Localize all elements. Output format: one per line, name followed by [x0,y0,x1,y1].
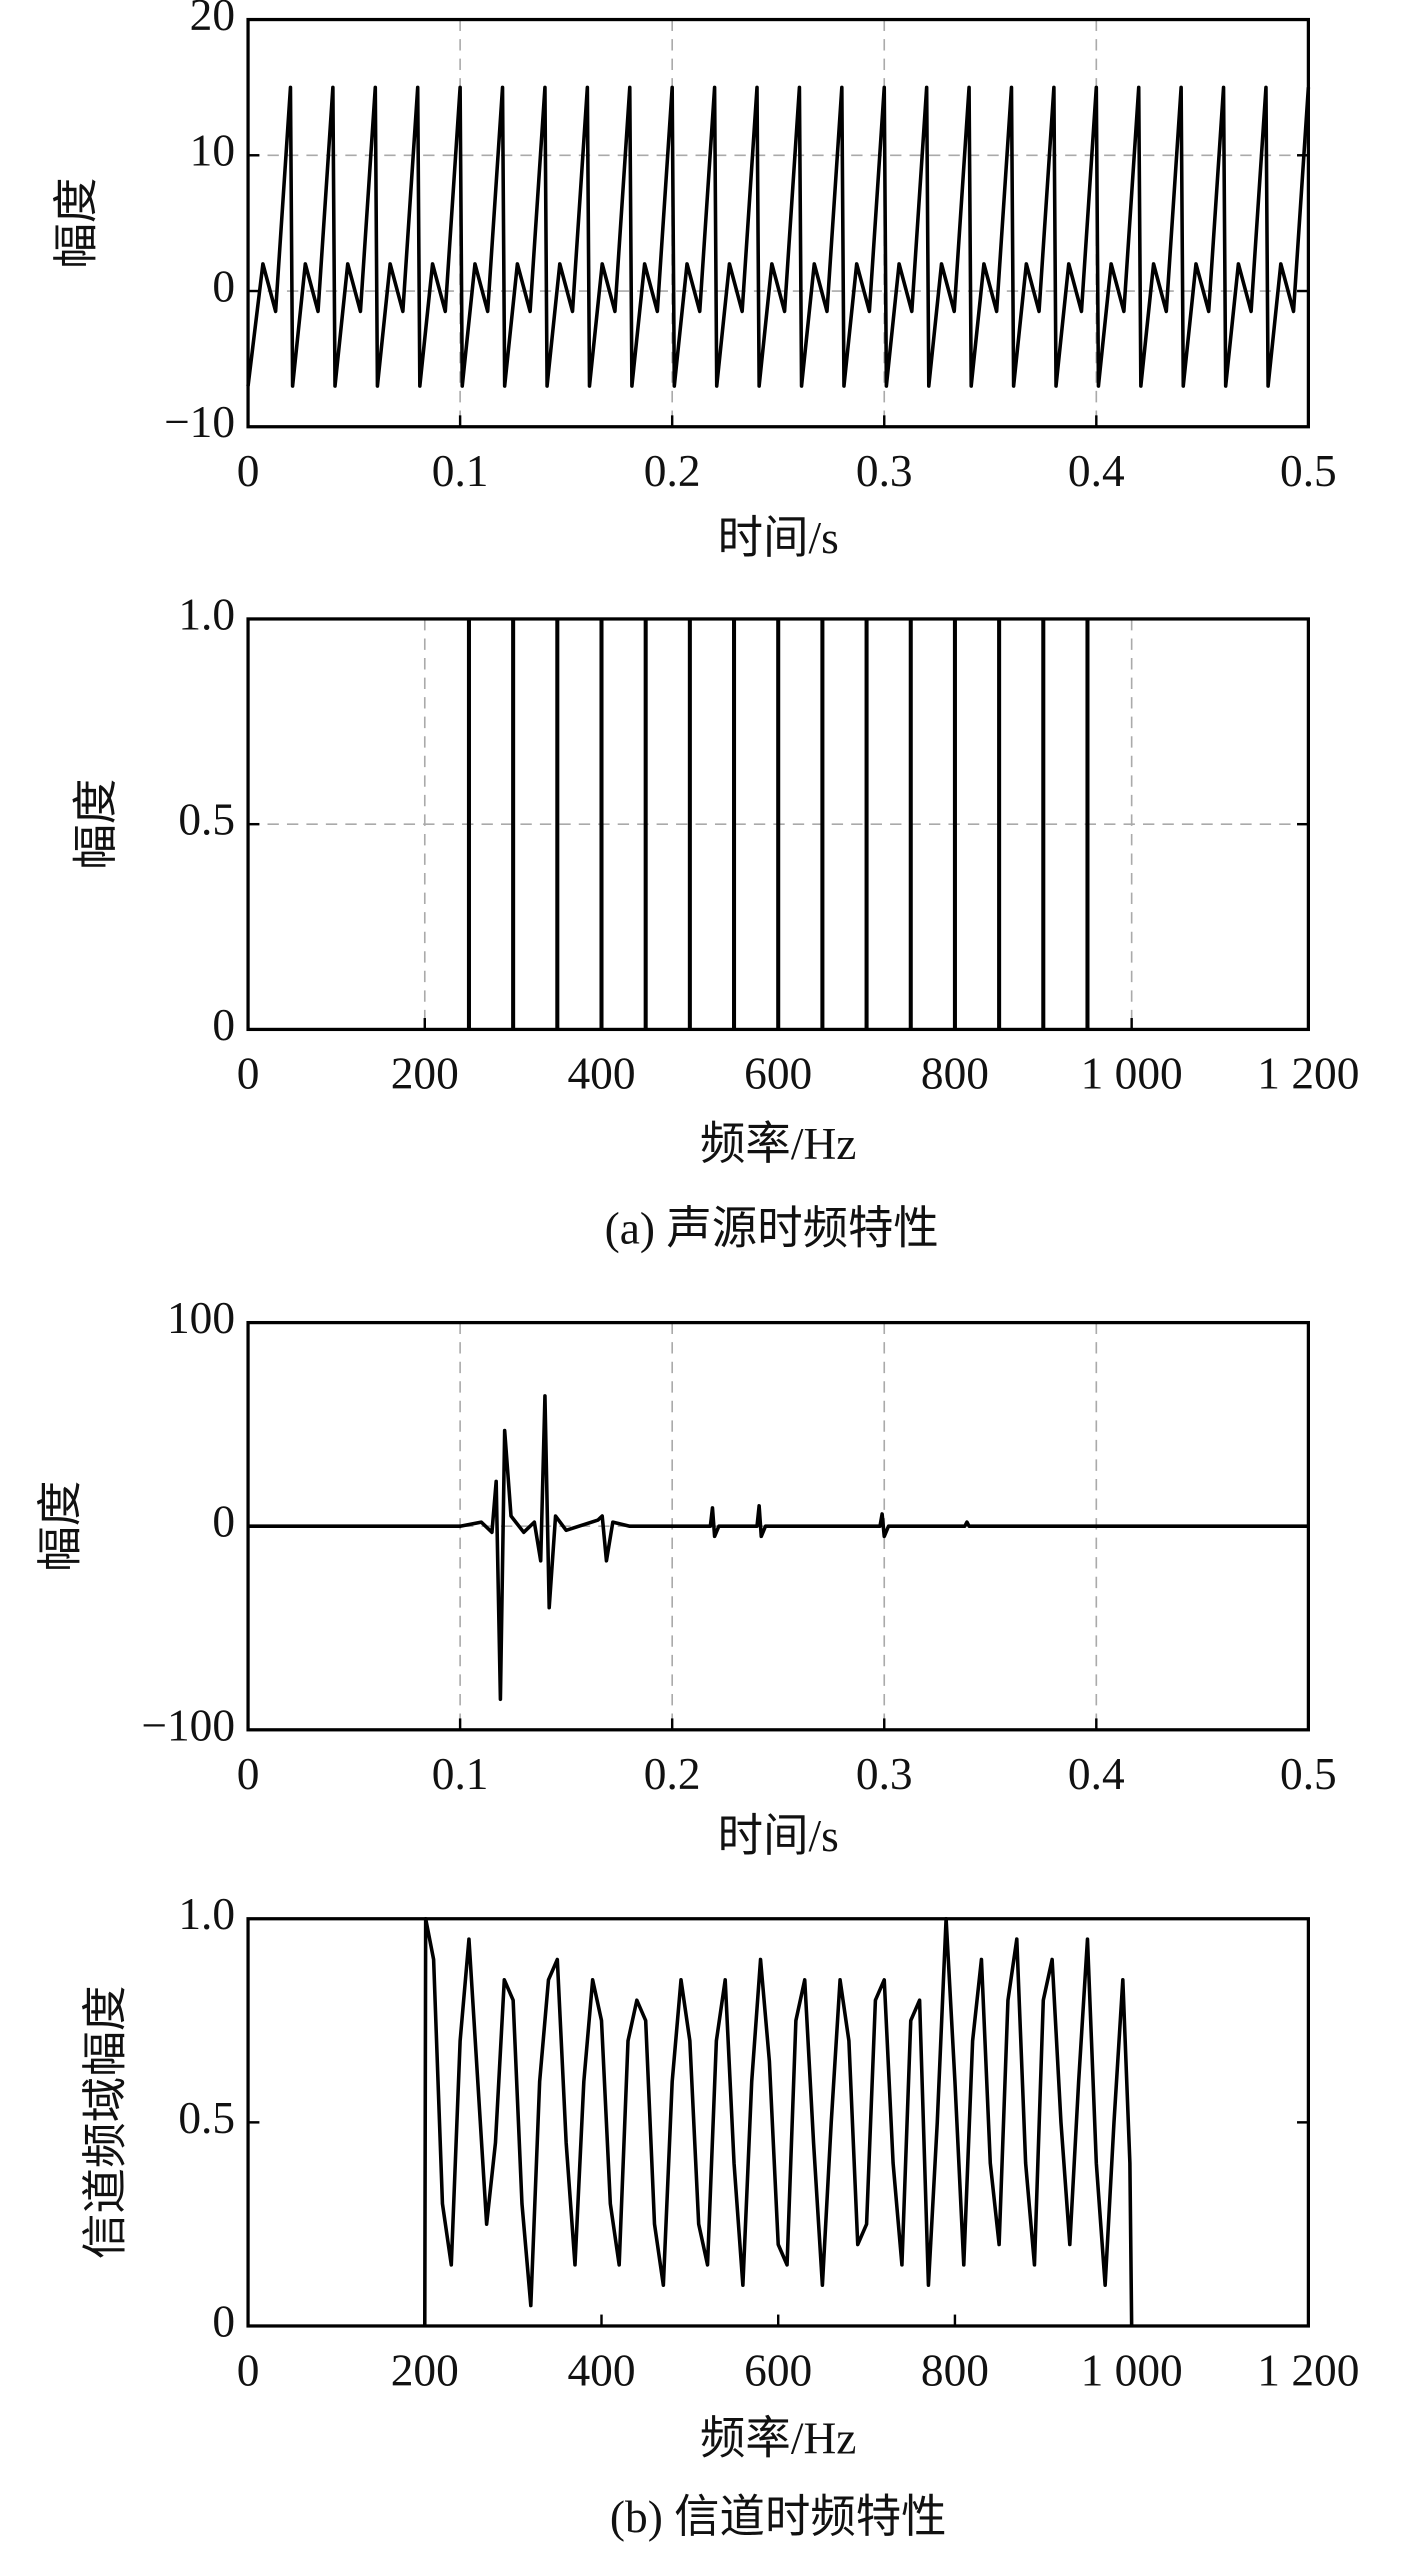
x-axis-label: 频率/Hz [700,1118,856,1169]
y-tick-label: 20 [190,0,235,40]
data-line [422,1916,1134,2326]
x-tick-label: 200 [391,1048,459,1099]
x-tick-label: 1 000 [1081,2344,1183,2395]
x-tick-label: 0.1 [432,445,489,496]
x-axis-label: 时间/s [718,1810,839,1861]
x-tick-label: 0.5 [1280,1748,1337,1799]
data-line [246,85,1311,388]
x-tick-label: 0.3 [856,1748,913,1799]
y-axis-label: 信道频域幅度 [80,1986,131,2260]
y-tick-label: 0.5 [178,2092,235,2143]
y-axis-label: 幅度 [51,178,102,269]
x-tick-label: 1 200 [1257,2344,1359,2395]
x-tick-label: 0.3 [856,445,913,496]
x-tick-label: 600 [744,2344,812,2395]
plot-frame [246,617,1310,1032]
x-tick-label: 0.2 [644,445,701,496]
y-tick-label: −100 [141,1699,235,1750]
x-tick-label: 800 [921,1048,989,1099]
x-axis-label: 频率/Hz [700,2413,856,2464]
x-axis-label: 时间/s [718,512,839,563]
chart: 0 200 400 600 800 1 000 1 200 0 0.5 1.0 频率/Hz 信道频域幅… [80,1888,1360,2464]
chart: 0 200 400 600 800 1 000 1 200 0 0.5 1.0 频率/Hz 幅度 [70,588,1359,1168]
y-tick-label: 10 [190,125,235,176]
x-tick-label: 0 [237,1748,260,1799]
x-tick-label: 0.4 [1068,1748,1125,1799]
x-tick-label: 800 [921,2344,989,2395]
plot-frame [246,17,1310,429]
x-tick-label: 600 [744,1048,812,1099]
x-tick-label: 1 000 [1081,1048,1183,1099]
y-tick-label: 1.0 [178,588,235,639]
x-tick-label: 400 [567,1048,635,1099]
x-tick-label: 200 [391,2344,459,2395]
caption: (b) 信道时频特性 [610,2491,947,2542]
y-axis-label: 幅度 [70,779,121,870]
plot-frame [246,1320,1310,1732]
y-tick-label: 0 [212,1496,235,1547]
y-axis-label: 幅度 [34,1481,85,1572]
x-tick-label: 0.1 [432,1748,489,1799]
data-line [248,1394,1309,1702]
y-tick-label: −10 [164,396,235,447]
x-tick-label: 0 [237,2344,260,2395]
y-tick-label: 0.5 [178,794,235,845]
x-tick-label: 0 [237,1048,260,1099]
plot-frame [246,1917,1310,2328]
y-tick-label: 1.0 [178,1888,235,1939]
x-tick-label: 1 200 [1257,1048,1359,1099]
y-tick-label: 0 [212,2295,235,2346]
y-tick-label: 100 [167,1292,235,1343]
x-tick-label: 0.2 [644,1748,701,1799]
x-tick-label: 0 [237,445,260,496]
y-tick-label: 0 [212,260,235,311]
caption: (a) 声源时频特性 [605,1202,939,1253]
x-tick-label: 400 [567,2344,635,2395]
y-tick-label: 0 [212,999,235,1050]
x-tick-label: 0.5 [1280,445,1337,496]
x-tick-label: 0.4 [1068,445,1125,496]
